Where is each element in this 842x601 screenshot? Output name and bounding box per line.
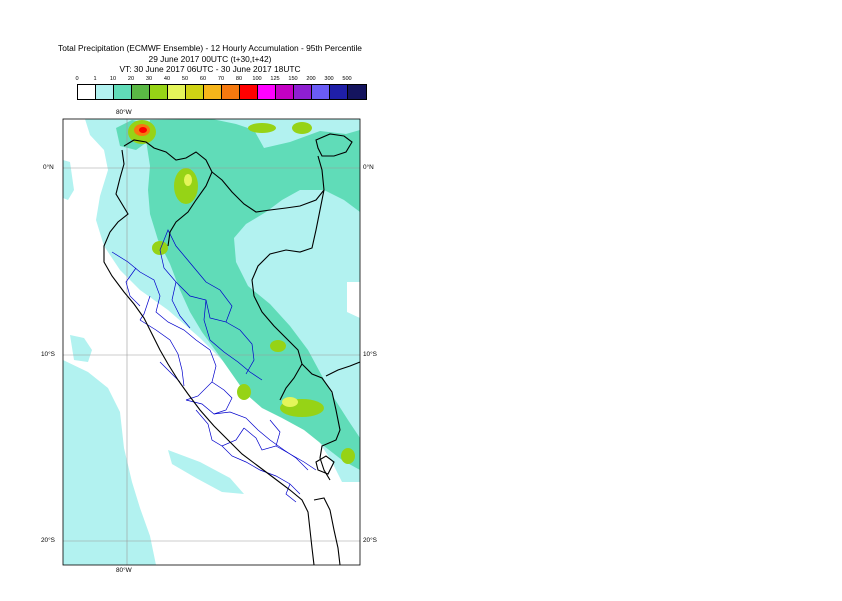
lat-label-right-0: 0°N — [363, 164, 374, 171]
legend-swatch — [240, 85, 258, 99]
legend-tick-label: 50 — [181, 76, 189, 82]
country-borders — [103, 133, 360, 565]
precip-field-light-south — [168, 450, 244, 494]
graticule — [63, 119, 360, 565]
base-time: 29 June 2017 00UTC (t+30,t+42) — [148, 53, 272, 64]
legend-tick-label: 10 — [109, 76, 117, 82]
chart-title-block: Total Precipitation (ECMWF Ensemble) - 1… — [0, 43, 420, 75]
region-borders — [111, 229, 317, 503]
legend-tick-label: 30 — [145, 76, 153, 82]
legend-swatch — [330, 85, 348, 99]
precip-field-light-ocean-north — [63, 160, 74, 200]
legend-swatch — [276, 85, 294, 99]
legend-tick-label: 40 — [163, 76, 171, 82]
lon-label-bottom: 80°W — [116, 567, 132, 574]
legend-tick-label: 1 — [93, 76, 97, 82]
legend-swatch — [96, 85, 114, 99]
legend-swatch — [150, 85, 168, 99]
legend-swatch — [132, 85, 150, 99]
precip-field-moderate-east — [320, 156, 360, 190]
legend-tick-label: 125 — [270, 76, 280, 82]
legend-tick-label: 150 — [288, 76, 298, 82]
lon-label-top: 80°W — [116, 109, 132, 116]
legend-tick-label: 500 — [342, 76, 352, 82]
legend-labels: 0 1 10 20 30 40 50 60 70 80 100 125 150 200 300 500 — [70, 76, 360, 85]
legend-swatch — [114, 85, 132, 99]
lat-label-right-20: 20°S — [363, 537, 377, 544]
legend-tick-label: 70 — [217, 76, 225, 82]
legend-swatch — [186, 85, 204, 99]
lat-label-right-10: 10°S — [363, 351, 377, 358]
legend-swatch — [312, 85, 330, 99]
chart-title: Total Precipitation (ECMWF Ensemble) - 1… — [58, 43, 362, 53]
lat-label-left-10: 10°S — [41, 351, 55, 358]
legend-swatch — [258, 85, 276, 99]
legend-tick-label: 60 — [199, 76, 207, 82]
lat-label-left-20: 20°S — [41, 537, 55, 544]
legend-tick-label: 80 — [235, 76, 243, 82]
legend-swatch — [222, 85, 240, 99]
legend-tick-label: 20 — [127, 76, 135, 82]
legend-swatch — [294, 85, 312, 99]
legend-tick-label: 0 — [75, 76, 79, 82]
precip-field-light-ocean-south — [63, 360, 156, 565]
legend-swatch — [168, 85, 186, 99]
legend-tick-label: 200 — [306, 76, 316, 82]
precip-field-moderate — [146, 119, 360, 470]
legend-swatch — [348, 85, 366, 99]
valid-time: VT: 30 June 2017 06UTC - 30 June 2017 18… — [119, 64, 301, 75]
lat-label-left-0: 0°N — [43, 164, 54, 171]
legend-swatch — [78, 85, 96, 99]
precip-very-heavy-spots — [134, 124, 298, 407]
legend-tick-label: 300 — [324, 76, 334, 82]
precipitation-legend — [77, 84, 367, 100]
map-frame — [62, 118, 361, 566]
legend-swatch — [204, 85, 222, 99]
legend-tick-label: 100 — [252, 76, 262, 82]
